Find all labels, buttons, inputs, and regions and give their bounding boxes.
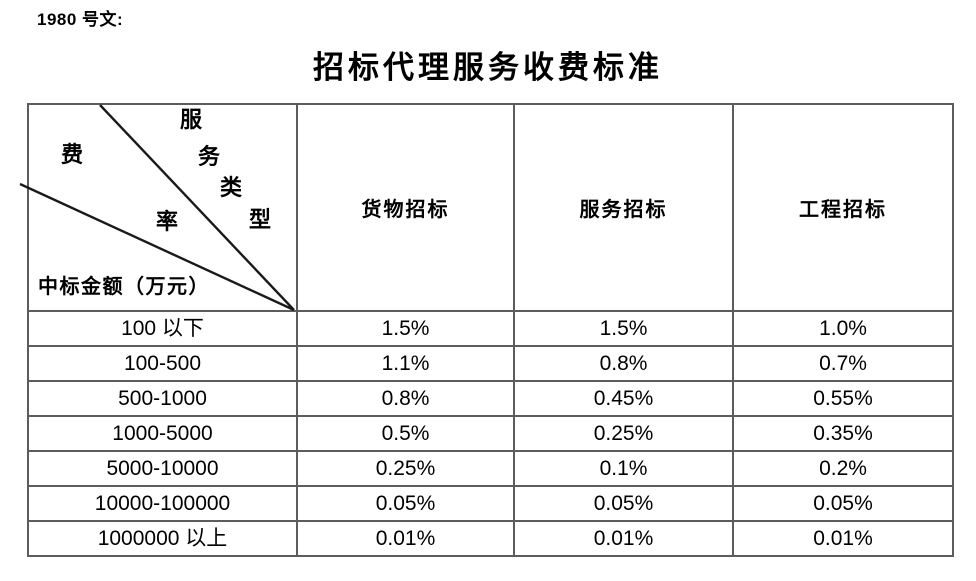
- fee-cell: 0.25%: [296, 450, 515, 487]
- column-header-goods-bidding: 货物招标: [296, 103, 515, 312]
- fee-cell: 1.0%: [732, 310, 954, 347]
- row-label: 1000-5000: [27, 415, 298, 452]
- table-row: 1000000 以上 0.01% 0.01% 0.01%: [27, 520, 954, 557]
- fee-cell: 0.05%: [513, 485, 734, 522]
- column-header-works-bidding: 工程招标: [732, 103, 954, 312]
- fee-cell: 0.8%: [296, 380, 515, 417]
- fee-cell: 0.8%: [513, 345, 734, 382]
- table-row: 500-1000 0.8% 0.45% 0.55%: [27, 380, 954, 417]
- table-header-row: 服 务 类 型 费 率 中标金额（万元） 货物招标 服务招标 工程招标: [19, 103, 954, 312]
- corner-char-service-type: 型: [249, 207, 272, 232]
- table-row: 100-500 1.1% 0.8% 0.7%: [27, 345, 954, 382]
- corner-char-service-type: 务: [198, 144, 221, 169]
- fee-cell: 0.25%: [513, 415, 734, 452]
- fee-cell: 0.55%: [732, 380, 954, 417]
- corner-char-service-type: 类: [220, 175, 243, 200]
- corner-char-service-type: 服: [180, 107, 203, 132]
- table-corner-cell: 服 务 类 型 费 率 中标金额（万元）: [19, 103, 298, 312]
- row-label: 100-500: [27, 345, 298, 382]
- page-title: 招标代理服务收费标准: [313, 50, 663, 85]
- fee-cell: 0.35%: [732, 415, 954, 452]
- row-label: 10000-100000: [27, 485, 298, 522]
- table-row: 100 以下 1.5% 1.5% 1.0%: [27, 310, 954, 347]
- fee-cell: 0.05%: [732, 485, 954, 522]
- row-label: 1000000 以上: [27, 520, 298, 557]
- fee-cell: 0.1%: [513, 450, 734, 487]
- row-label: 5000-10000: [27, 450, 298, 487]
- table-row: 5000-10000 0.25% 0.1% 0.2%: [27, 450, 954, 487]
- fee-cell: 0.05%: [296, 485, 515, 522]
- diagonal-divider-lines: [19, 104, 295, 312]
- corner-char-fee-rate: 率: [156, 209, 179, 234]
- table-row: 10000-100000 0.05% 0.05% 0.05%: [27, 485, 954, 522]
- row-label: 500-1000: [27, 380, 298, 417]
- fee-cell: 0.7%: [732, 345, 954, 382]
- fee-cell: 1.5%: [296, 310, 515, 347]
- fee-cell: 0.01%: [513, 520, 734, 557]
- bid-amount-axis-label: 中标金额（万元）: [38, 276, 210, 298]
- table-row: 1000-5000 0.5% 0.25% 0.35%: [27, 415, 954, 452]
- corner-char-fee-rate: 费: [61, 142, 84, 167]
- column-header-services-bidding: 服务招标: [513, 103, 734, 312]
- fee-cell: 1.5%: [513, 310, 734, 347]
- fee-cell: 0.01%: [732, 520, 954, 557]
- doc-reference-number: 1980 号文:: [37, 10, 124, 29]
- row-label: 100 以下: [27, 310, 298, 347]
- fee-cell: 1.1%: [296, 345, 515, 382]
- fee-cell: 0.2%: [732, 450, 954, 487]
- fee-cell: 0.45%: [513, 380, 734, 417]
- fee-cell: 0.5%: [296, 415, 515, 452]
- fee-cell: 0.01%: [296, 520, 515, 557]
- fee-standard-table: 服 务 类 型 费 率 中标金额（万元） 货物招标 服务招标 工程招标 100 …: [19, 103, 954, 557]
